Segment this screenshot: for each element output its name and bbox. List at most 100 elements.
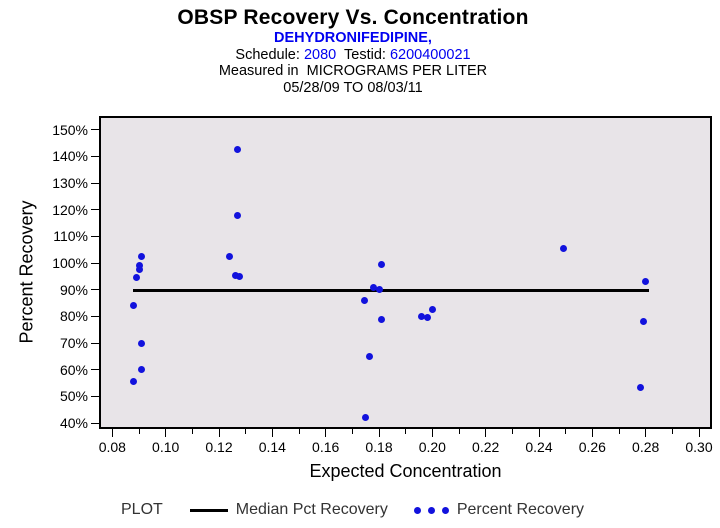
x-axis-tick-label: 0.08 bbox=[98, 439, 126, 455]
data-point bbox=[362, 414, 370, 422]
x-axis-minor-tick bbox=[245, 429, 247, 434]
x-axis-title: Expected Concentration bbox=[309, 461, 502, 481]
x-axis-major-tick bbox=[111, 429, 113, 437]
x-axis-minor-tick bbox=[671, 429, 673, 434]
data-point bbox=[418, 312, 426, 320]
chart-title: OBSP Recovery Vs. Concentration bbox=[177, 6, 529, 29]
x-axis-major-tick bbox=[218, 429, 220, 437]
y-axis-tick-label: 70% bbox=[59, 335, 88, 351]
y-axis-tick-label: 100% bbox=[52, 255, 88, 272]
data-point bbox=[130, 378, 138, 386]
legend-label-points: Percent Recovery bbox=[456, 501, 585, 518]
median-recovery-line bbox=[132, 288, 650, 292]
x-axis-tick-label: 0.20 bbox=[418, 439, 446, 455]
x-axis-major-tick bbox=[378, 429, 380, 437]
testid-label: Testid: bbox=[336, 46, 390, 63]
y-axis-tick bbox=[91, 129, 99, 131]
data-point bbox=[135, 262, 143, 270]
x-axis-major-tick bbox=[591, 429, 593, 437]
legend-dot bbox=[427, 506, 435, 514]
plot-area bbox=[99, 116, 712, 429]
x-axis-major-tick bbox=[325, 429, 327, 437]
legend-dot bbox=[441, 506, 449, 514]
y-axis-tick bbox=[91, 289, 99, 291]
schedule-testid-line: Schedule: 2080 Testid: 6200400021 bbox=[0, 47, 706, 64]
y-axis-tick-label: 110% bbox=[53, 228, 88, 245]
y-axis-tick-label: 80% bbox=[59, 308, 88, 325]
y-axis-tick-label: 130% bbox=[52, 175, 88, 192]
x-axis-tick-label: 0.28 bbox=[632, 439, 660, 455]
y-axis-tick bbox=[91, 209, 99, 211]
data-point bbox=[360, 296, 368, 304]
data-point bbox=[132, 274, 140, 282]
x-axis-major-tick bbox=[431, 429, 433, 437]
data-point bbox=[130, 302, 138, 310]
compound-subtitle: DEHYDRONIFEDIPINE, bbox=[274, 30, 432, 46]
y-axis-tick bbox=[91, 235, 99, 237]
legend-title: PLOT bbox=[121, 501, 163, 518]
y-axis-tick-label: 140% bbox=[52, 148, 88, 165]
data-point bbox=[639, 318, 647, 326]
data-point bbox=[642, 278, 650, 286]
data-point bbox=[375, 286, 383, 294]
y-axis-tick bbox=[91, 155, 99, 157]
y-axis-tick-label: 60% bbox=[59, 361, 88, 378]
x-axis-tick-label: 0.22 bbox=[472, 439, 500, 455]
data-point bbox=[378, 315, 386, 323]
y-axis-tick-label: 90% bbox=[59, 281, 88, 298]
data-point bbox=[366, 352, 374, 360]
x-axis-minor-tick bbox=[138, 429, 140, 434]
x-axis-minor-tick bbox=[458, 429, 460, 434]
data-point bbox=[234, 146, 242, 154]
x-axis-major-tick bbox=[271, 429, 273, 437]
y-axis-tick-label: 50% bbox=[59, 388, 88, 405]
data-point bbox=[138, 366, 146, 374]
x-axis-minor-tick bbox=[618, 429, 620, 434]
legend-label-median: Median Pct Recovery bbox=[235, 501, 388, 518]
x-axis-major-tick bbox=[485, 429, 487, 437]
y-axis-tick-label: 40% bbox=[59, 415, 88, 431]
y-axis-title: Percent Recovery bbox=[16, 200, 37, 344]
schedule-value: 2080 bbox=[303, 46, 337, 63]
x-axis-minor-tick bbox=[191, 429, 193, 434]
data-point bbox=[135, 266, 143, 274]
data-point bbox=[370, 283, 378, 291]
x-axis-tick-label: 0.12 bbox=[205, 439, 233, 455]
x-axis-tick-label: 0.24 bbox=[525, 439, 553, 455]
y-axis-tick bbox=[91, 182, 99, 184]
units-line: Measured in MICROGRAMS PER LITER bbox=[218, 63, 488, 79]
data-point bbox=[636, 383, 644, 391]
x-axis-minor-tick bbox=[405, 429, 407, 434]
x-axis-tick-label: 0.30 bbox=[685, 439, 713, 455]
legend: PLOT Median Pct Recovery Percent Recover… bbox=[121, 500, 584, 520]
x-axis-minor-tick bbox=[351, 429, 353, 434]
x-axis-tick-label: 0.14 bbox=[258, 439, 286, 455]
x-axis-tick-label: 0.18 bbox=[365, 439, 393, 455]
x-axis-tick-label: 0.26 bbox=[578, 439, 606, 455]
x-axis-major-tick bbox=[645, 429, 647, 437]
y-axis-tick bbox=[91, 262, 99, 264]
x-axis-tick-label: 0.10 bbox=[152, 439, 180, 455]
x-axis-tick-label: 0.16 bbox=[312, 439, 340, 455]
x-axis-major-tick bbox=[165, 429, 167, 437]
data-point bbox=[559, 244, 567, 252]
legend-dot bbox=[413, 506, 421, 514]
date-range-line: 05/28/09 TO 08/03/11 bbox=[283, 79, 423, 96]
data-point bbox=[138, 252, 146, 260]
x-axis-major-tick bbox=[698, 429, 700, 437]
x-axis-major-tick bbox=[538, 429, 540, 437]
y-axis-tick bbox=[91, 369, 99, 371]
x-axis-minor-tick bbox=[298, 429, 300, 434]
x-axis-minor-tick bbox=[511, 429, 513, 434]
y-axis-tick bbox=[91, 422, 99, 424]
y-axis-tick bbox=[91, 315, 99, 317]
data-point bbox=[231, 271, 239, 279]
schedule-label: Schedule: bbox=[235, 46, 304, 63]
y-axis-tick bbox=[91, 395, 99, 397]
y-axis-tick bbox=[91, 342, 99, 344]
scatter-dots-swatch bbox=[413, 506, 449, 514]
y-axis-tick-label: 120% bbox=[52, 201, 88, 218]
x-axis-minor-tick bbox=[565, 429, 567, 434]
median-line-swatch bbox=[189, 508, 228, 512]
